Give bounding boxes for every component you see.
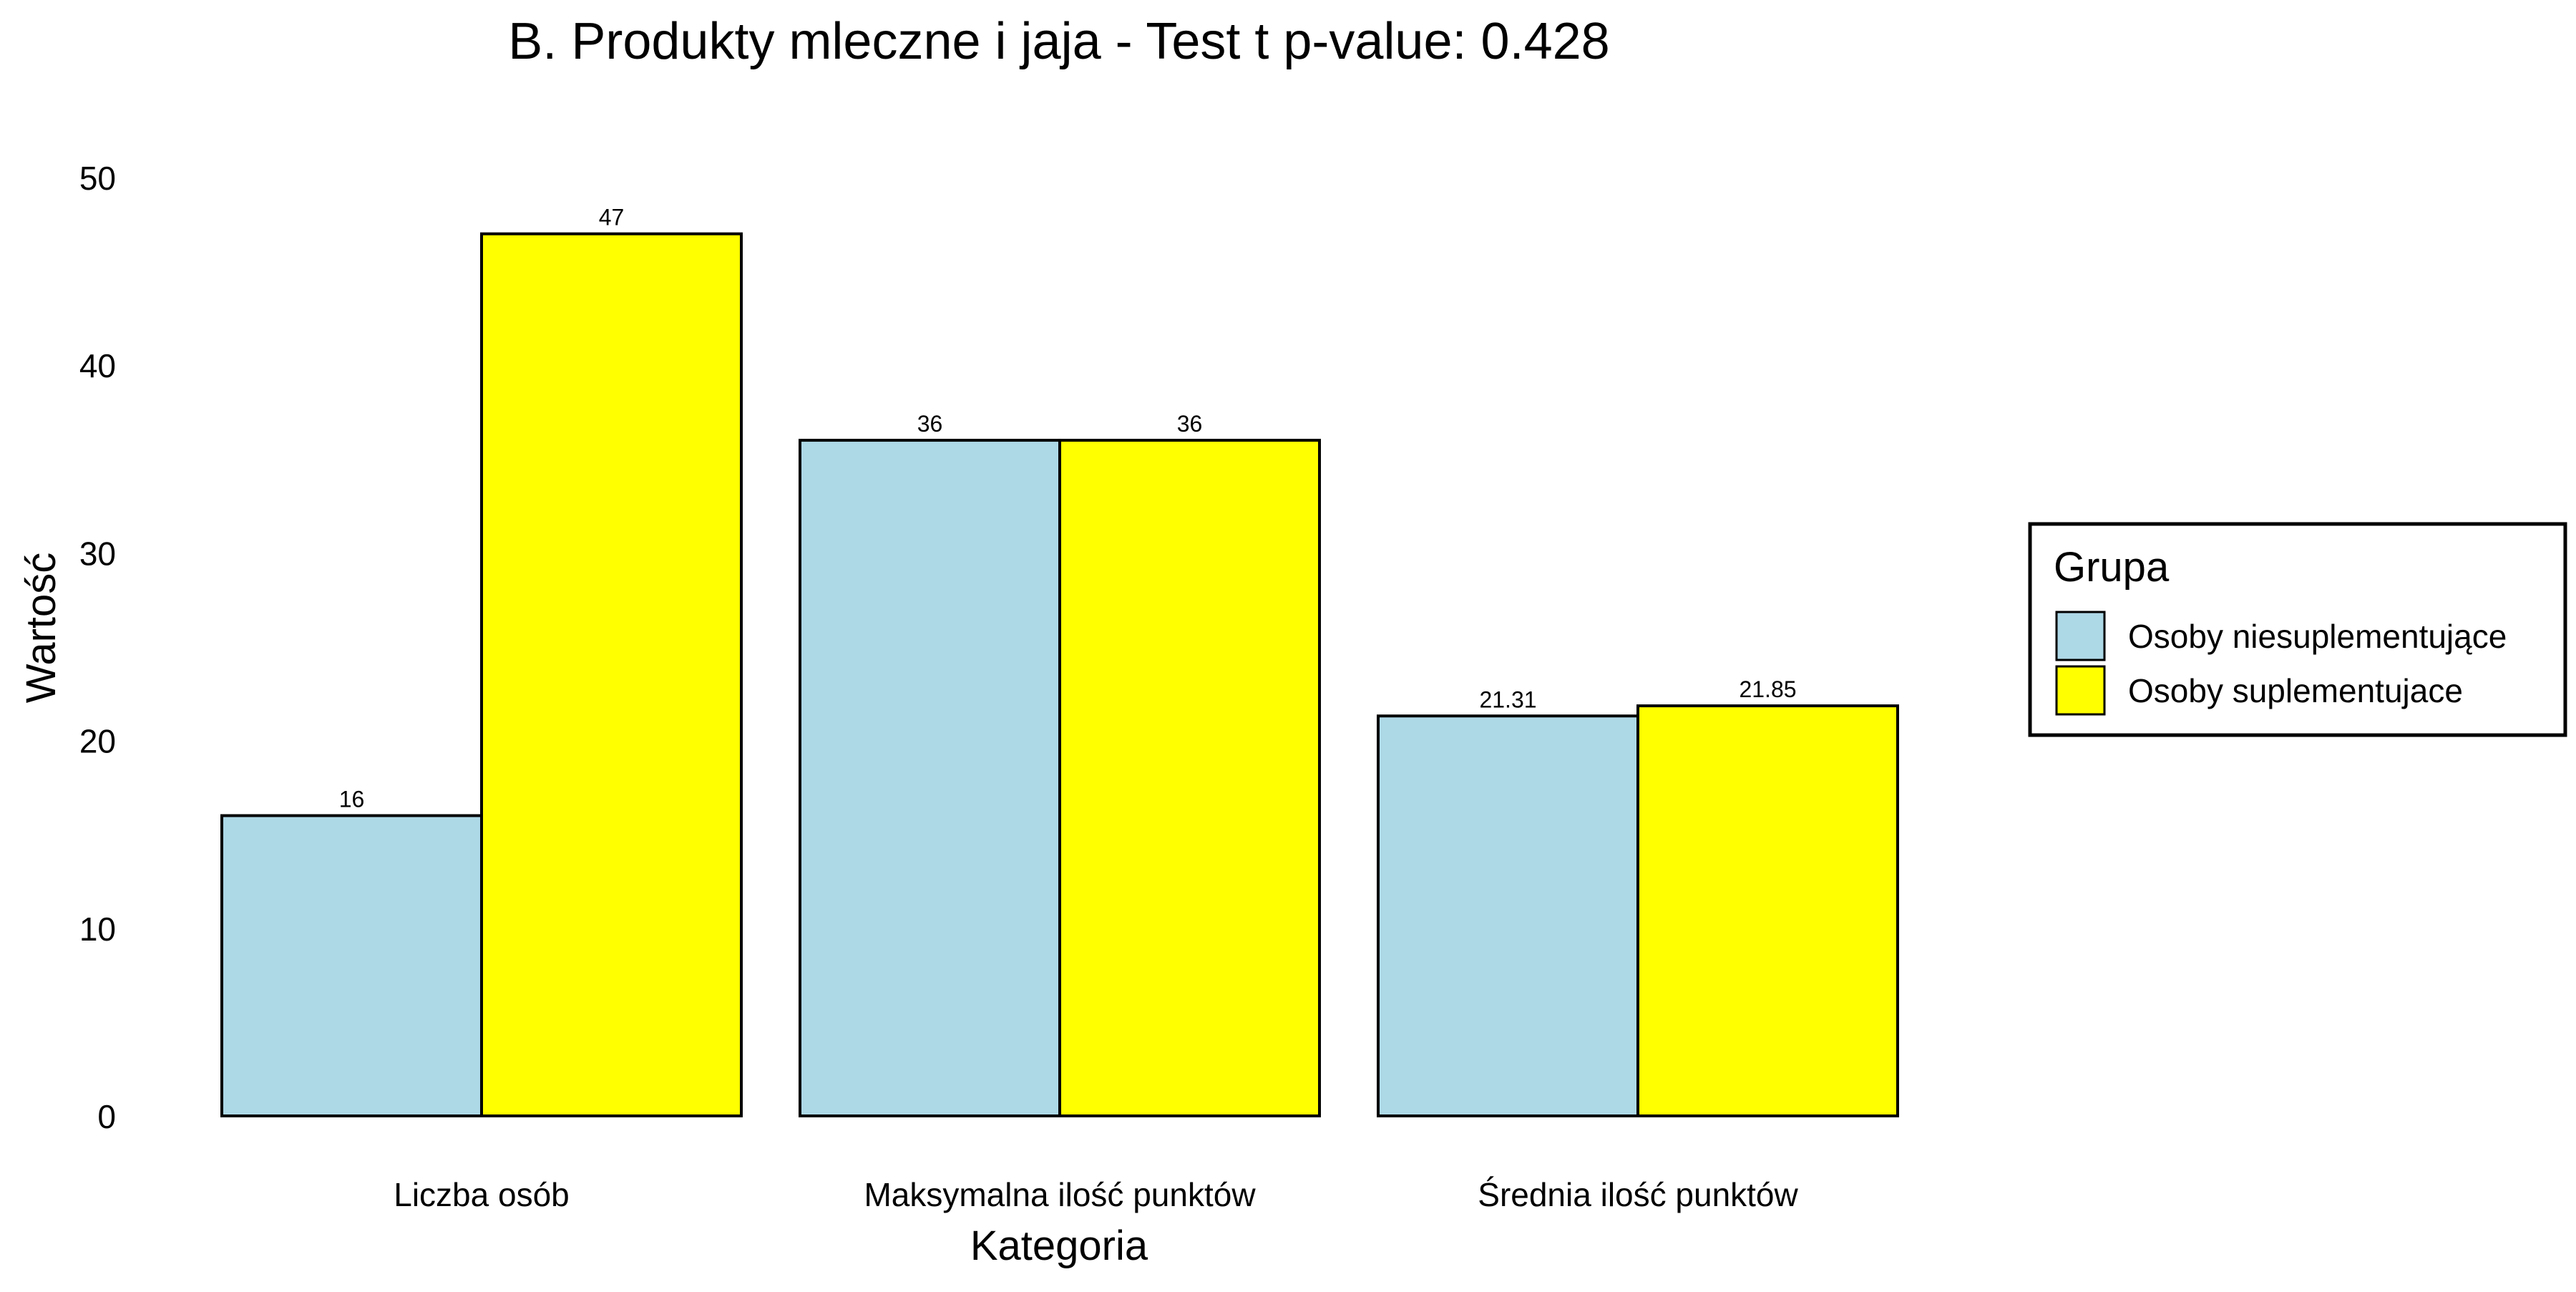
y-tick-label: 30 (79, 535, 116, 572)
legend-label: Osoby suplementujace (2128, 672, 2463, 709)
bar-0-2 (1377, 714, 1639, 1117)
y-axis-ticks: 0 10 20 30 40 50 (79, 160, 116, 1135)
legend-title: Grupa (2054, 544, 2170, 591)
bar-marks: 16 36 21.31 47 36 21.85 (220, 205, 1899, 1117)
y-tick-label: 50 (79, 160, 116, 197)
y-tick-label: 10 (79, 910, 116, 948)
data-label: 21.31 (1479, 686, 1536, 712)
bar-1-0 (480, 232, 743, 1117)
data-label: 47 (599, 205, 625, 230)
legend-items: Osoby niesuplementujące Osoby suplementuj… (2055, 611, 2507, 716)
bar-1-1 (1058, 439, 1321, 1117)
chart-title: B. Produkty mleczne i jaja - Test t p-va… (508, 13, 1609, 70)
x-tick-label: Liczba osób (394, 1176, 570, 1213)
bar-0-0 (220, 814, 483, 1117)
data-label: 21.85 (1739, 676, 1796, 702)
x-tick-label: Średnia ilość punktów (1478, 1176, 1798, 1213)
bar-1-2 (1636, 704, 1899, 1117)
x-tick-label: Maksymalna ilość punktów (864, 1176, 1256, 1213)
y-tick-label: 20 (79, 723, 116, 760)
legend: Grupa Osoby niesuplementujące Osoby suple… (2028, 522, 2567, 737)
legend-swatch (2055, 665, 2106, 716)
y-axis-title: Wartość (18, 553, 64, 704)
data-label: 36 (1177, 411, 1203, 437)
data-label: 36 (917, 411, 943, 437)
y-tick-label: 0 (97, 1098, 116, 1135)
x-axis-title: Kategoria (970, 1223, 1148, 1269)
data-label: 16 (339, 786, 365, 812)
bar-0-1 (799, 439, 1061, 1117)
y-tick-label: 40 (79, 347, 116, 384)
legend-box (2028, 522, 2567, 737)
legend-label: Osoby niesuplementujące (2128, 618, 2507, 655)
x-axis-ticks: Liczba osób Maksymalna ilość punktów Średn… (394, 1176, 1798, 1213)
legend-swatch (2055, 611, 2106, 661)
